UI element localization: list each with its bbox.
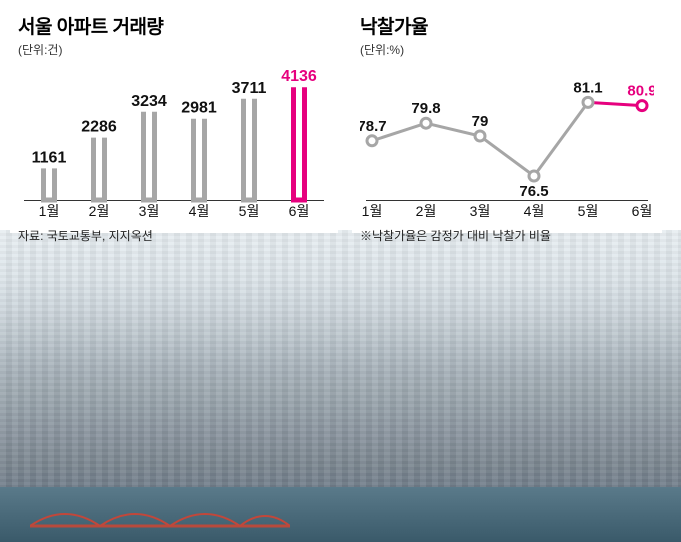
line-category-label: 1월 [362, 203, 383, 219]
line-category-label: 6월 [632, 203, 653, 219]
line-category-label: 4월 [524, 203, 545, 219]
line-value-label: 79.8 [411, 100, 440, 117]
line-chart: 78.7 1월 79.8 2월 79 3월 76.5 4월 81.1 5월 80.9 6월 [360, 58, 654, 220]
bar-category-label: 6월 [289, 203, 310, 219]
line-chart-title: 낙찰가율 [360, 12, 654, 39]
bar-category-label: 4월 [189, 203, 210, 219]
bar-chart-source: 자료: 국토교통부, 지지옥션 [18, 227, 330, 244]
line-chart-footnote: ※낙찰가율은 감정가 대비 낙찰가 비율 [360, 227, 654, 244]
line-marker [475, 131, 485, 141]
bar-value-label: 3711 [232, 80, 267, 97]
line-chart-unit: (단위:%) [360, 41, 654, 58]
line-value-label: 79 [472, 113, 489, 130]
background-photo [0, 230, 681, 542]
line-marker [583, 97, 593, 107]
line-category-label: 3월 [470, 203, 491, 219]
line-value-label: 81.1 [573, 79, 602, 96]
bar-value-label: 3234 [131, 93, 167, 110]
line-marker [637, 101, 647, 111]
bar-value-label: 2981 [181, 100, 217, 117]
bar-category-label: 1월 [39, 203, 60, 219]
line-value-label: 78.7 [360, 118, 387, 135]
line-marker [367, 136, 377, 146]
bridge [30, 500, 290, 530]
bar-value-label: 4136 [281, 68, 317, 85]
bar-value-label: 2286 [81, 119, 117, 136]
line-marker [529, 171, 539, 181]
bar-chart-unit: (단위:건) [18, 41, 330, 58]
bar-value-label: 1161 [32, 149, 67, 166]
bar-chart-panel: 서울 아파트 거래량 (단위:건) 1161 1월 2286 2월 3234 3월 2981… [10, 6, 338, 233]
line-category-label: 5월 [578, 203, 599, 219]
bar-chart-title: 서울 아파트 거래량 [18, 12, 330, 39]
bar-category-label: 5월 [239, 203, 260, 219]
line-value-label: 80.9 [627, 83, 654, 100]
line-marker [421, 118, 431, 128]
line-category-label: 2월 [416, 203, 437, 219]
bar-chart-svg-wrap: 1161 1월 2286 2월 3234 3월 2981 4월 3711 5월 4136 6월 [18, 58, 330, 225]
bar-chart: 1161 1월 2286 2월 3234 3월 2981 4월 3711 5월 4136 6월 [18, 58, 330, 220]
line-chart-panel: 낙찰가율 (단위:%) 78.7 1월 79.8 2월 79 3월 76.5 4월 81.1 5월… [352, 6, 662, 233]
line-chart-svg-wrap: 78.7 1월 79.8 2월 79 3월 76.5 4월 81.1 5월 80.9 6월 [360, 58, 654, 225]
line-value-label: 76.5 [519, 183, 548, 200]
bar-category-label: 2월 [89, 203, 110, 219]
bar-category-label: 3월 [139, 203, 160, 219]
